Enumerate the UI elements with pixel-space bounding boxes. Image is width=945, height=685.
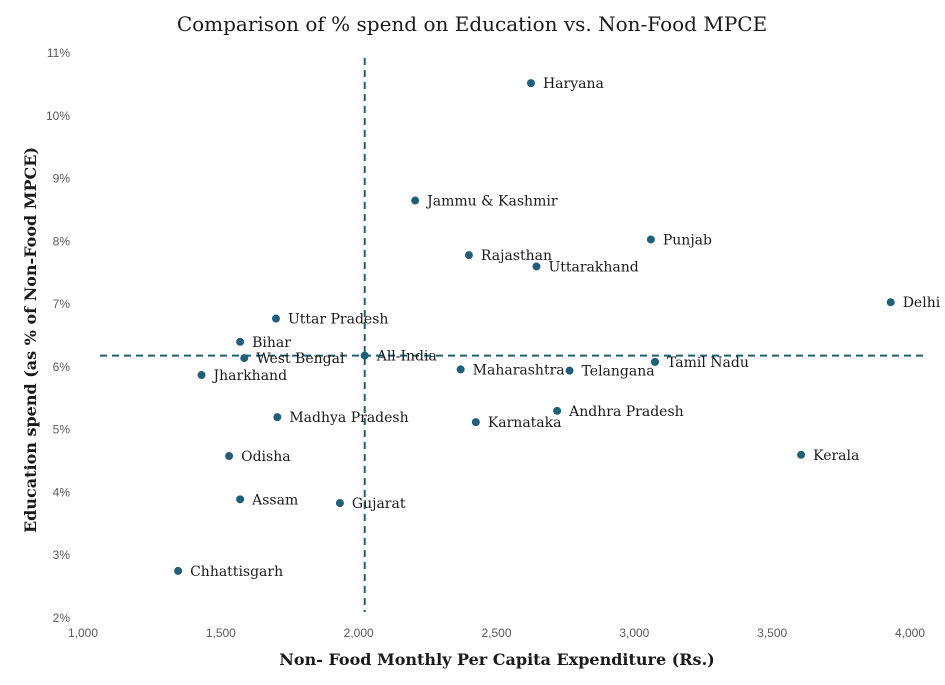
y-tick-label: 8% xyxy=(53,234,71,248)
data-point xyxy=(174,566,183,575)
data-point-label: Telangana xyxy=(582,364,655,380)
data-point xyxy=(886,298,895,307)
data-point xyxy=(236,495,245,504)
y-axis-ticks: 2% 3% 4% 5% 6% 7% 8% 9% 10% 11% xyxy=(46,46,70,625)
data-point xyxy=(526,79,535,88)
data-point-label: Karnataka xyxy=(488,415,562,431)
data-point-label: Kerala xyxy=(813,448,859,464)
x-tick-label: 1,000 xyxy=(68,626,98,640)
y-tick-label: 10% xyxy=(46,109,70,123)
data-point xyxy=(565,366,574,375)
x-tick-label: 3,000 xyxy=(619,626,649,640)
data-point xyxy=(464,251,473,260)
x-tick-label: 2,500 xyxy=(481,626,511,640)
y-tick-label: 3% xyxy=(53,548,71,562)
data-point xyxy=(411,196,420,205)
reference-lines xyxy=(100,58,925,612)
x-tick-label: 1,500 xyxy=(206,626,236,640)
data-point-label: Assam xyxy=(251,492,298,508)
y-tick-label: 6% xyxy=(53,360,71,374)
x-tick-label: 3,500 xyxy=(757,626,787,640)
data-point xyxy=(532,262,541,271)
data-point-label: Chhattisgarh xyxy=(190,564,283,580)
y-tick-label: 9% xyxy=(53,172,71,186)
data-point xyxy=(646,235,655,244)
data-point-label: Uttarakhand xyxy=(548,259,638,275)
data-point xyxy=(273,413,282,422)
y-tick-label: 5% xyxy=(53,423,71,437)
x-axis-title: Non- Food Monthly Per Capita Expenditure… xyxy=(279,650,714,669)
data-point-label: Madhya Pradesh xyxy=(289,410,408,426)
y-axis-title: Education spend (as % of Non-Food MPCE) xyxy=(21,147,40,533)
y-tick-label: 7% xyxy=(53,297,71,311)
data-point-label: Jharkhand xyxy=(212,368,288,384)
data-point-label: Haryana xyxy=(543,76,604,92)
data-point-label: Delhi xyxy=(903,295,941,311)
x-tick-label: 4,000 xyxy=(895,626,925,640)
y-tick-label: 11% xyxy=(47,46,70,60)
data-point xyxy=(271,314,280,323)
y-tick-label: 4% xyxy=(53,485,71,499)
y-tick-label: 2% xyxy=(53,611,71,625)
data-point-label: Punjab xyxy=(663,232,712,248)
data-point-label: Jammu & Kashmir xyxy=(425,194,558,210)
data-point xyxy=(360,351,369,360)
data-point xyxy=(456,365,465,374)
data-point xyxy=(471,418,480,427)
data-point-label: All-India xyxy=(376,349,437,365)
data-point xyxy=(197,371,206,380)
data-point-label: Andhra Pradesh xyxy=(568,404,684,420)
data-point-label: Tamil Nadu xyxy=(667,355,749,371)
data-point xyxy=(225,452,234,461)
data-point-label: Bihar xyxy=(252,335,291,351)
data-point-label: Gujarat xyxy=(352,496,406,512)
x-axis-ticks: 1,000 1,500 2,000 2,500 3,000 3,500 4,000 xyxy=(68,626,925,640)
data-point xyxy=(797,450,806,459)
data-point-label: Odisha xyxy=(241,449,290,465)
data-point xyxy=(335,499,344,508)
data-point xyxy=(236,337,245,346)
chart-title: Comparison of % spend on Education vs. N… xyxy=(177,12,767,36)
data-point-label: Rajasthan xyxy=(481,248,552,264)
data-point-label: Uttar Pradesh xyxy=(288,312,388,328)
data-point xyxy=(651,357,660,366)
x-tick-label: 2,000 xyxy=(344,626,374,640)
data-point xyxy=(240,354,249,363)
data-point-label: Maharashtra xyxy=(473,362,565,378)
data-point xyxy=(553,406,562,415)
data-point-label: West Bengal xyxy=(256,351,345,367)
